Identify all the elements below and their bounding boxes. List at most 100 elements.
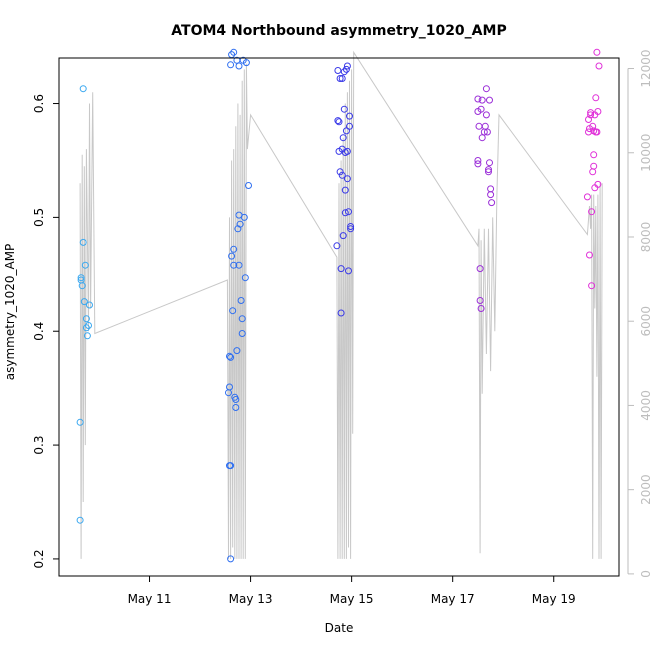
y-tick-label: 0.3	[32, 436, 46, 455]
y-tick-label: 0.2	[32, 549, 46, 568]
data-point	[486, 159, 493, 167]
data-point	[589, 122, 597, 130]
data-point	[347, 223, 355, 230]
data-point	[594, 180, 602, 188]
x-tick-label: May 11	[128, 592, 172, 606]
data-point	[588, 282, 596, 290]
data-point	[238, 315, 246, 323]
data-point	[230, 261, 238, 269]
data-point	[226, 352, 233, 360]
y2-axis: 0 2000 4000 6000 8000 10000 12000	[627, 49, 650, 578]
y2-tick-label: 0	[639, 570, 650, 578]
data-point	[229, 307, 237, 315]
data-point	[339, 134, 347, 142]
data-point	[347, 225, 355, 233]
data-point	[79, 238, 87, 246]
data-point	[227, 61, 235, 69]
data-point	[341, 209, 349, 217]
data-point	[337, 265, 345, 273]
data-point	[227, 462, 235, 470]
y2-tick-label: 10000	[639, 134, 650, 172]
data-point	[474, 95, 482, 103]
data-point	[485, 168, 492, 176]
y-tick-label: 0.4	[32, 322, 46, 341]
x-tick-label: May 15	[330, 592, 374, 606]
data-point	[232, 396, 240, 403]
data-point	[595, 62, 603, 70]
data-point	[343, 62, 351, 70]
data-point	[482, 85, 490, 93]
y-axis-label: asymmetry_1020_AMP	[3, 244, 17, 381]
data-point	[77, 274, 85, 282]
data-point	[242, 59, 250, 67]
data-point	[226, 383, 233, 391]
data-point	[338, 171, 346, 179]
data-point	[592, 94, 600, 102]
data-point	[76, 418, 84, 426]
data-point	[341, 186, 349, 194]
data-point	[245, 182, 252, 189]
data-point	[583, 193, 591, 201]
data-point	[345, 208, 352, 216]
data-point	[82, 315, 90, 323]
data-point	[334, 117, 342, 125]
data-point	[233, 347, 241, 355]
data-point	[78, 282, 86, 290]
data-point	[590, 151, 598, 159]
data-point	[476, 265, 484, 273]
x-tick-label: May 13	[229, 592, 273, 606]
x-axis-label: Date	[325, 621, 354, 635]
data-point	[333, 242, 341, 250]
data-point	[240, 213, 248, 221]
y2-tick-label: 12000	[639, 49, 650, 87]
data-point	[588, 208, 596, 216]
x-tick-label: May 19	[532, 592, 576, 606]
y2-tick-label: 6000	[639, 306, 650, 337]
data-point	[340, 105, 348, 113]
data-point	[236, 220, 244, 228]
data-point	[76, 516, 84, 524]
data-point	[590, 162, 598, 170]
data-point	[487, 185, 495, 193]
data-point	[237, 297, 245, 304]
data-point	[483, 128, 491, 136]
data-point	[474, 160, 482, 168]
data-point	[335, 118, 343, 126]
data-point	[474, 157, 482, 164]
y2-tick-label: 4000	[639, 390, 650, 421]
point-series	[76, 48, 603, 563]
data-point	[594, 108, 602, 115]
data-point	[587, 111, 595, 119]
data-point	[587, 109, 595, 117]
line-series	[79, 50, 603, 559]
data-point	[235, 261, 243, 269]
data-point	[81, 261, 89, 269]
data-point	[238, 330, 246, 337]
y-axis: 0.2 0.3 0.4 0.5 0.6	[32, 94, 59, 568]
data-point	[342, 65, 350, 73]
data-point	[486, 96, 493, 104]
x-tick-label: May 17	[431, 592, 475, 606]
data-point	[338, 75, 346, 82]
data-point	[593, 48, 601, 56]
data-point	[336, 75, 344, 82]
data-point	[336, 168, 344, 176]
data-point	[488, 199, 496, 207]
x-axis: May 11 May 13 May 15 May 17 May 19	[128, 576, 576, 606]
data-point	[83, 332, 91, 340]
data-point	[345, 267, 352, 275]
data-point	[340, 68, 348, 76]
data-point	[230, 48, 238, 56]
data-point	[85, 322, 92, 329]
y2-tick-label: 8000	[639, 222, 650, 253]
data-point	[343, 147, 351, 155]
data-point	[477, 305, 485, 312]
y-tick-label: 0.6	[32, 94, 46, 113]
data-point	[337, 309, 345, 317]
data-point	[79, 85, 87, 93]
data-point	[476, 297, 484, 304]
data-point	[585, 128, 592, 136]
data-point	[80, 298, 88, 306]
